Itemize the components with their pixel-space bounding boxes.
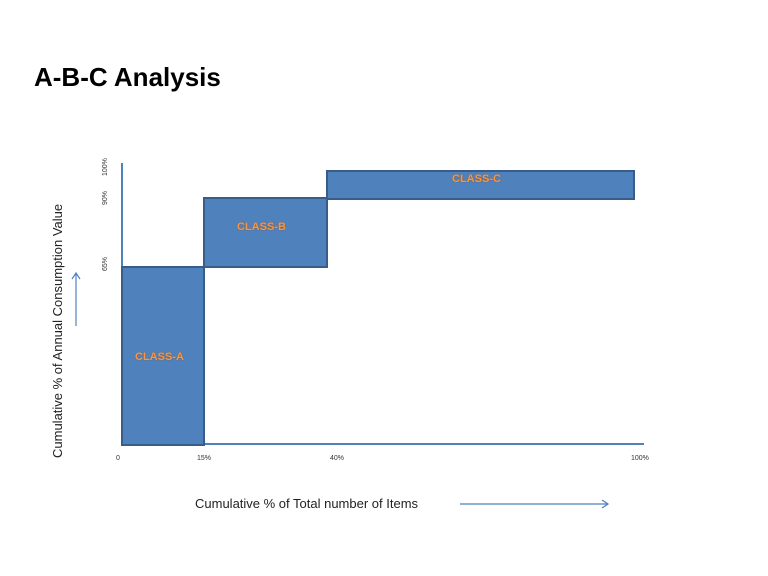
x-tick-40: 40% xyxy=(330,455,345,462)
x-axis-label: Cumulative % of Total number of Items xyxy=(195,496,419,511)
x-axis xyxy=(121,443,644,445)
y-axis-label: Cumulative % of Annual Consumption Value xyxy=(50,203,65,458)
class-c-bar xyxy=(326,170,635,200)
x-tick-0: 0 xyxy=(116,455,120,462)
y-tick-65: 65% xyxy=(102,256,109,271)
up-arrow-icon xyxy=(71,271,81,326)
page-title: A-B-C Analysis xyxy=(34,62,221,92)
class-b-label: CLASS-B xyxy=(237,221,286,233)
class-b-bar xyxy=(203,197,328,268)
class-a-label: CLASS-A xyxy=(135,351,184,363)
x-tick-100: 100% xyxy=(631,455,649,462)
class-a-bar xyxy=(121,266,205,446)
y-tick-100: 100% xyxy=(102,158,109,176)
x-tick-15: 15% xyxy=(197,455,212,462)
class-c-label: CLASS-C xyxy=(452,173,501,185)
right-arrow-icon xyxy=(460,499,610,509)
y-tick-90: 90% xyxy=(102,190,109,205)
